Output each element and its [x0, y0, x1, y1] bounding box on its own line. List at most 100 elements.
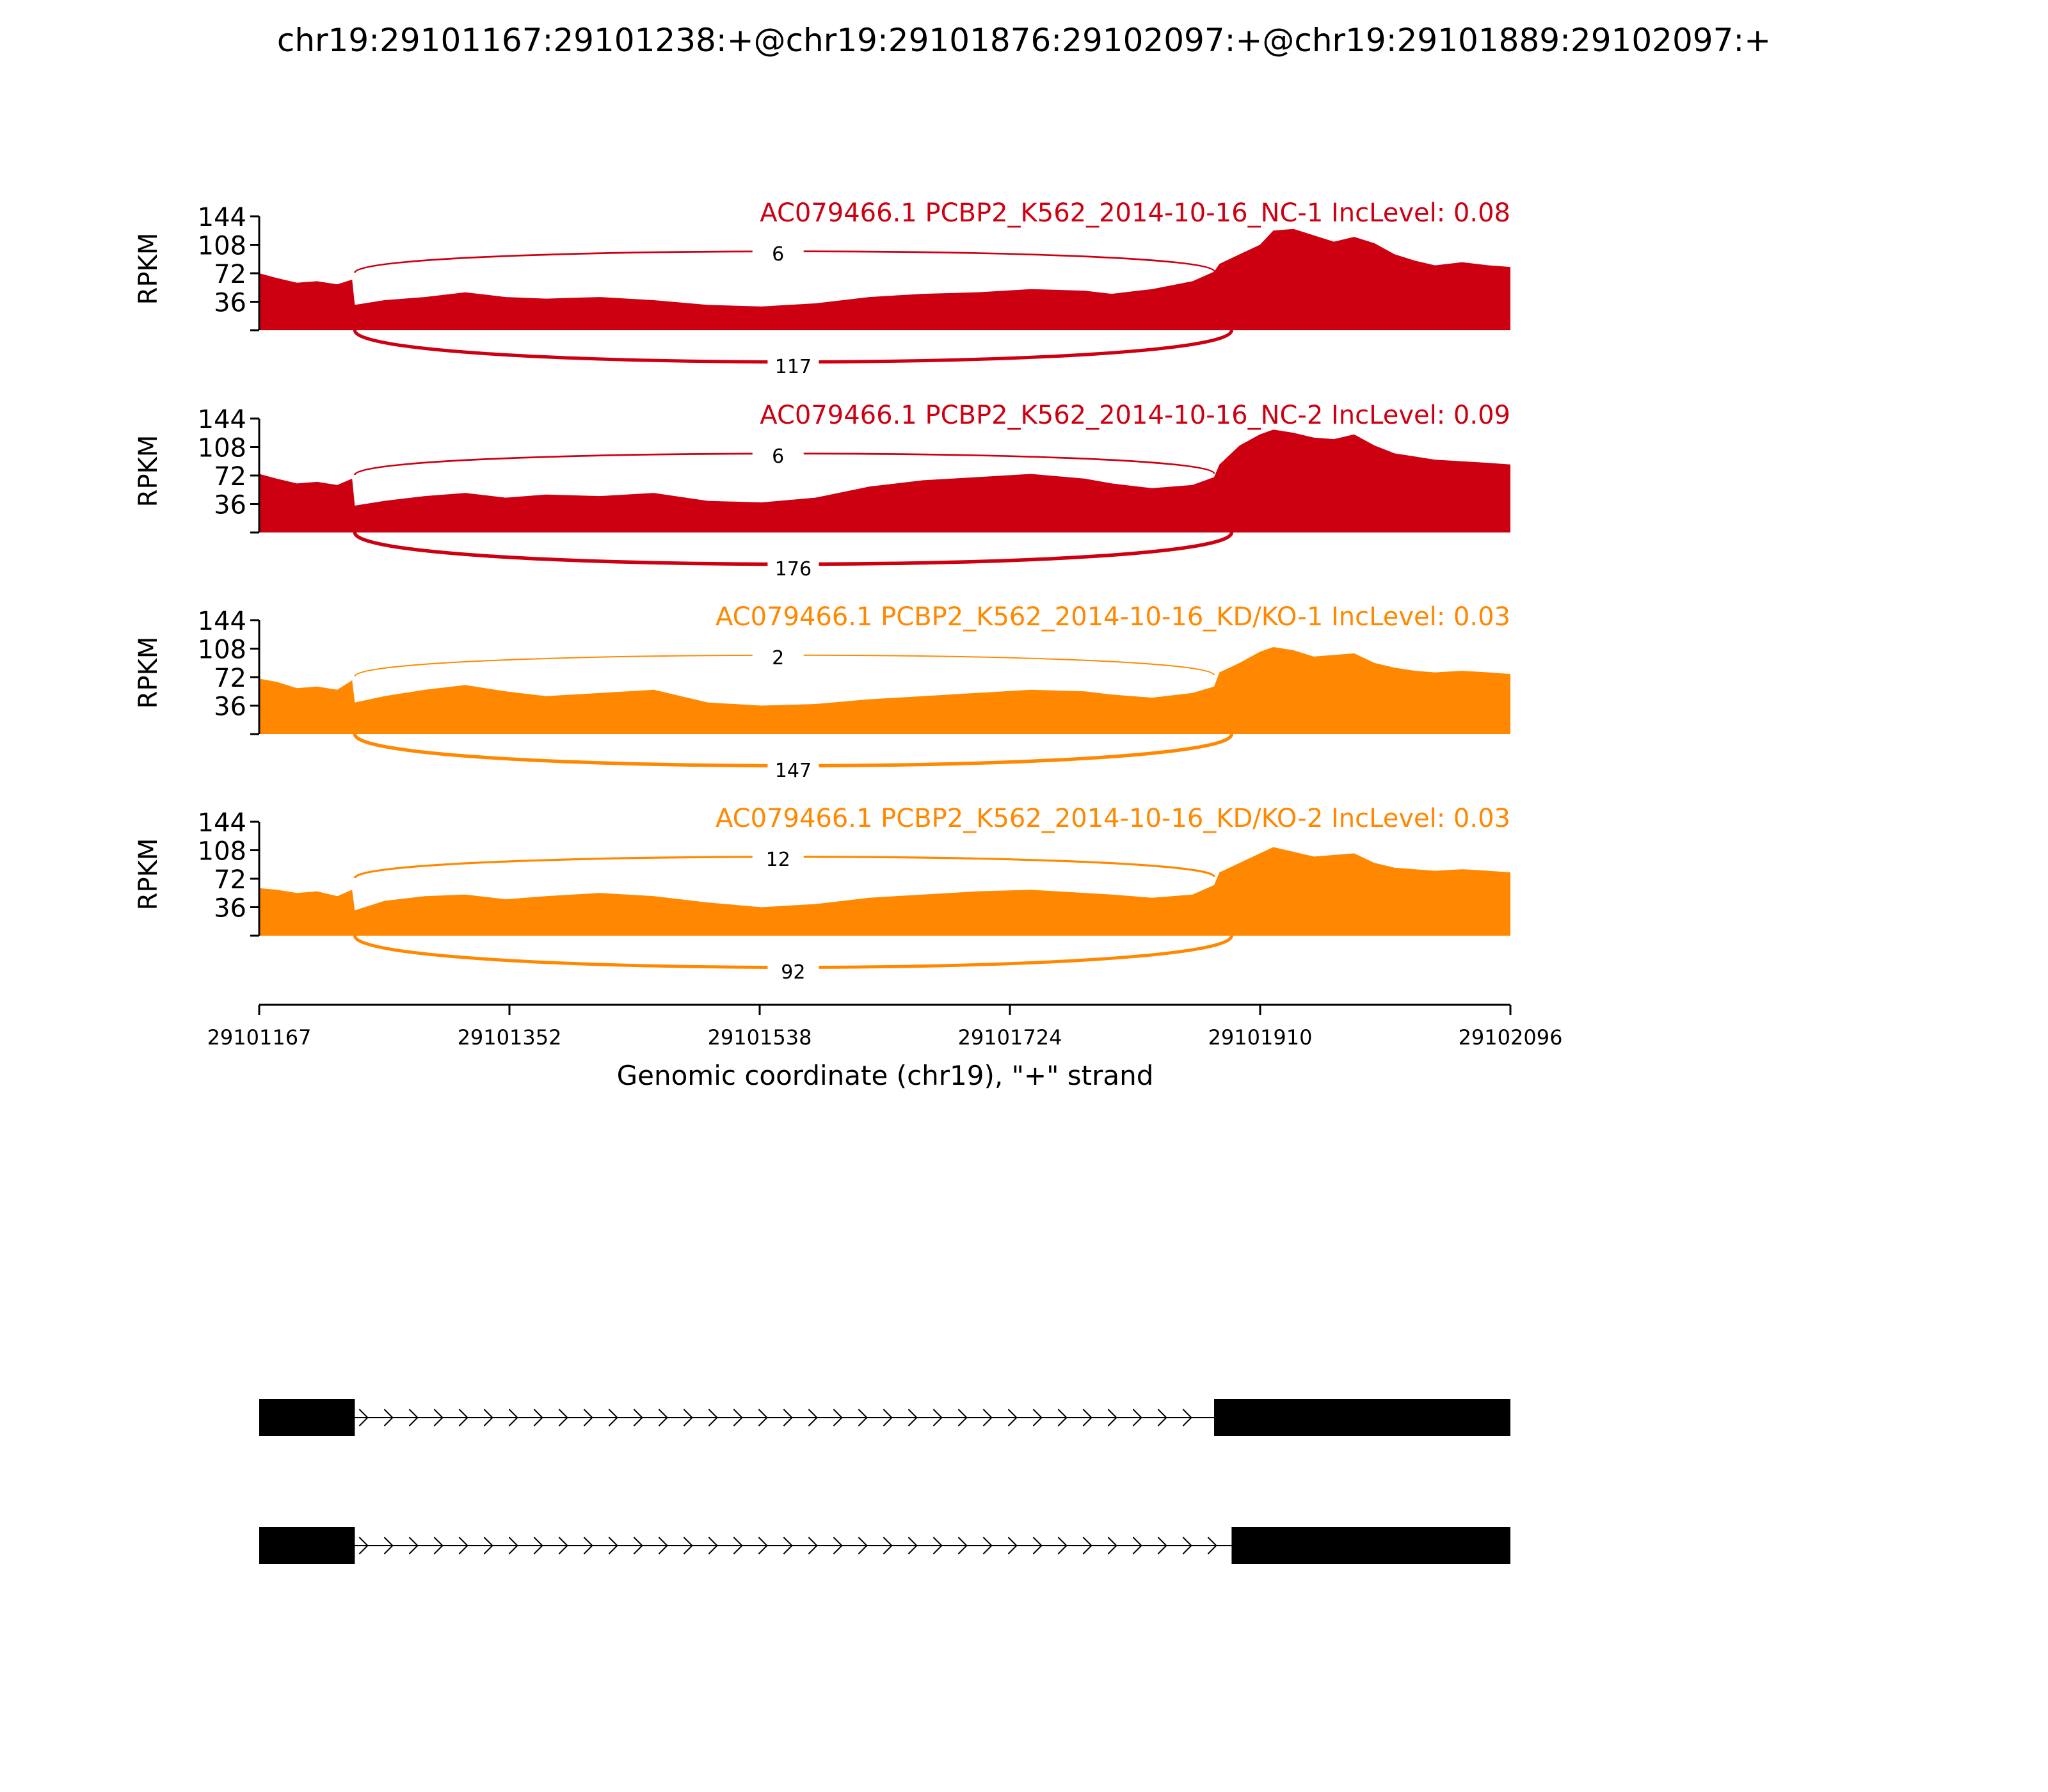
- x-tick-label: 29101538: [708, 1025, 812, 1050]
- y-tick-label: 144: [198, 808, 246, 838]
- strand-arrow: [833, 1409, 843, 1427]
- exon-block: [1214, 1399, 1510, 1436]
- coverage-area: [259, 429, 1510, 532]
- strand-arrow: [957, 1537, 968, 1555]
- strand-arrow: [483, 1409, 493, 1427]
- strand-arrow: [358, 1409, 369, 1427]
- strand-arrow: [758, 1409, 768, 1427]
- strand-arrow: [508, 1409, 518, 1427]
- strand-arrow: [1107, 1409, 1117, 1427]
- strand-arrow: [908, 1537, 918, 1555]
- strand-arrow: [1007, 1537, 1018, 1555]
- strand-arrow: [608, 1409, 618, 1427]
- sample-label: AC079466.1 PCBP2_K562_2014-10-16_KD/KO-2…: [716, 804, 1510, 833]
- strand-arrow: [733, 1409, 743, 1427]
- strand-arrow: [383, 1537, 394, 1555]
- y-tick-label: 72: [214, 664, 246, 693]
- strand-arrow: [658, 1537, 668, 1555]
- strand-arrow: [1157, 1537, 1167, 1555]
- y-tick-label: 108: [198, 837, 246, 867]
- strand-arrow: [683, 1409, 693, 1427]
- strand-arrow: [1032, 1537, 1043, 1555]
- y-axis-label: RPKM: [134, 838, 163, 911]
- coverage-area: [259, 847, 1510, 936]
- strand-arrow: [583, 1537, 593, 1555]
- strand-arrow: [1082, 1409, 1092, 1427]
- y-tick-label: 144: [198, 405, 246, 435]
- strand-arrow: [383, 1409, 394, 1427]
- y-axis-label: RPKM: [134, 435, 163, 508]
- strand-arrow: [1057, 1409, 1068, 1427]
- x-tick-label: 29101352: [458, 1025, 562, 1050]
- y-tick-label: 144: [198, 203, 246, 232]
- junction-read-count: 92: [781, 961, 805, 984]
- junction-read-count: 12: [766, 849, 790, 871]
- junction-read-count: 147: [775, 760, 812, 782]
- strand-arrow: [408, 1409, 419, 1427]
- strand-arrow: [883, 1409, 893, 1427]
- strand-arrow: [508, 1537, 518, 1555]
- x-axis: 29101167 29101352 29101538 29101724 29101910…: [207, 1004, 1562, 1091]
- exon-block: [1231, 1527, 1510, 1564]
- junction-label-bg: [752, 241, 804, 266]
- strand-arrow: [408, 1537, 419, 1555]
- strand-arrow: [808, 1537, 818, 1555]
- strand-arrow: [608, 1537, 618, 1555]
- strand-arrow: [683, 1537, 693, 1555]
- strand-arrow: [533, 1409, 543, 1427]
- x-axis-label: Genomic coordinate (chr19), "+" strand: [617, 1060, 1154, 1091]
- junction-label-bg: [767, 757, 819, 783]
- strand-arrow: [1007, 1409, 1018, 1427]
- isoform-2: [259, 1527, 1510, 1564]
- x-tick-label: 29101724: [958, 1025, 1062, 1050]
- strand-arrow: [1182, 1409, 1192, 1427]
- y-tick-label: 36: [214, 289, 246, 318]
- y-tick-label: 72: [214, 462, 246, 492]
- strand-arrow: [932, 1537, 943, 1555]
- strand-arrow: [858, 1409, 868, 1427]
- junction-label-bg: [767, 353, 819, 379]
- strand-arrow: [858, 1537, 868, 1555]
- y-tick-label: 108: [198, 232, 246, 261]
- strand-arrow: [433, 1537, 444, 1555]
- strand-arrow: [433, 1409, 444, 1427]
- strand-arrow: [1082, 1537, 1092, 1555]
- sample-label: AC079466.1 PCBP2_K562_2014-10-16_NC-2 In…: [760, 401, 1510, 430]
- strand-arrow: [583, 1409, 593, 1427]
- strand-arrow: [483, 1537, 493, 1555]
- junction-read-count: 117: [775, 356, 812, 378]
- junction-read-count: 2: [772, 647, 784, 669]
- strand-arrow: [708, 1537, 718, 1555]
- strand-arrow: [458, 1537, 468, 1555]
- y-tick-label: 144: [198, 607, 246, 636]
- junction-read-count: 6: [772, 445, 784, 468]
- junction-read-count: 176: [775, 558, 812, 580]
- sample-label: AC079466.1 PCBP2_K562_2014-10-16_NC-1 In…: [760, 198, 1510, 228]
- isoform-1: [259, 1399, 1510, 1436]
- junction-label-bg: [767, 959, 819, 984]
- strand-arrow: [1157, 1409, 1167, 1427]
- junction-label-bg: [752, 846, 804, 872]
- y-tick-label: 108: [198, 636, 246, 665]
- strand-arrow: [1207, 1537, 1217, 1555]
- strand-arrow: [658, 1409, 668, 1427]
- coverage-area: [259, 228, 1510, 330]
- strand-arrow: [358, 1537, 369, 1555]
- strand-arrow: [558, 1409, 568, 1427]
- y-tick-label: 36: [214, 894, 246, 924]
- strand-arrow: [783, 1409, 793, 1427]
- strand-arrow: [1132, 1537, 1142, 1555]
- strand-arrow: [633, 1537, 643, 1555]
- y-tick-label: 36: [214, 692, 246, 722]
- figure-title: chr19:29101167:29101238:+@chr19:29101876…: [277, 22, 1771, 59]
- strand-arrow: [932, 1409, 943, 1427]
- exon-block: [259, 1399, 355, 1436]
- y-tick-label: 72: [214, 865, 246, 895]
- strand-arrow: [957, 1409, 968, 1427]
- strand-arrow: [458, 1409, 468, 1427]
- junction-read-count: 6: [772, 243, 784, 266]
